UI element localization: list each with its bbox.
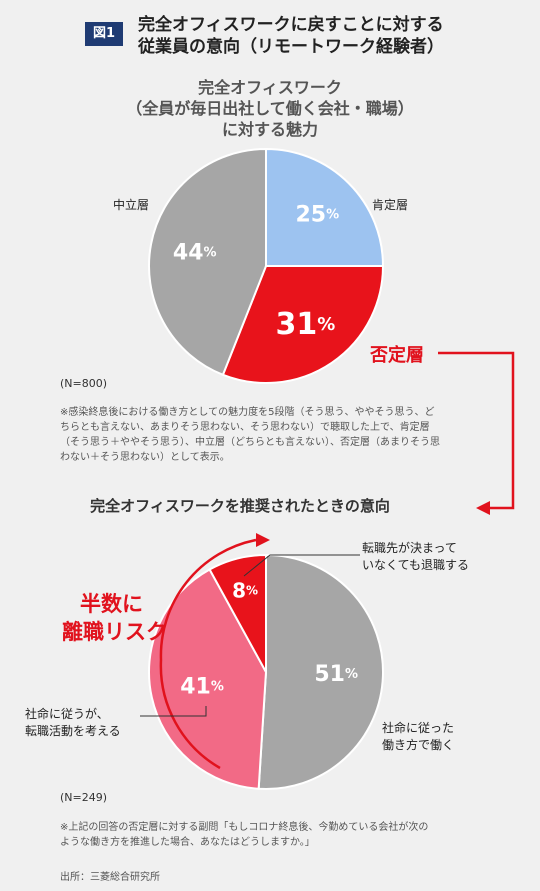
risk-label-line1: 半数に xyxy=(80,592,143,616)
pie-data-label: 25% xyxy=(295,202,339,227)
pie-data-label: 8% xyxy=(232,578,258,602)
pie2-label-jobhunt-line1: 社命に従うが、 xyxy=(25,707,109,721)
pie-slice xyxy=(265,147,385,267)
pie2-label-resign-line1: 転職先が決まって xyxy=(362,541,457,555)
risk-arc-arrow xyxy=(159,538,257,661)
note-2: ※上記の回答の否定層に対する副問「もしコロナ終息後、今勤めている会社が次の よう… xyxy=(60,820,500,850)
pie1-label-neutral: 中立層 xyxy=(113,198,150,212)
pie-slice xyxy=(257,553,384,790)
pie-chart-1: 25% 31% 44% xyxy=(148,147,385,384)
pie2-label-follow-line1: 社命に従った xyxy=(382,721,455,735)
pie2-label-follow: 社命に従った 働き方で働く xyxy=(382,720,454,754)
pie1-sample-size: (N=800) xyxy=(60,377,108,390)
pie-data-label: 51% xyxy=(314,662,358,687)
pie2-label-follow-line2: 働き方で働く xyxy=(382,738,455,752)
note-1: ※感染終息後における働き方としての魅力度を5段階（そう思う、ややそう思う、ど ち… xyxy=(60,405,500,465)
page-title-line2: 従業員の意向（リモートワーク経験者） xyxy=(138,37,444,57)
note-2-line2: ような働き方を推進した場合、あなたはどうしますか。」 xyxy=(60,837,315,848)
chart1-title-line1: 完全オフィスワーク xyxy=(198,78,342,97)
source-credit: 出所：三菱総合研究所 xyxy=(60,872,160,883)
pie2-sample-size: (N=249) xyxy=(60,791,108,804)
note-1-line4: わない＋そう思わない）として表示。 xyxy=(60,452,230,463)
pie-data-label: 41% xyxy=(180,674,224,699)
pie1-callout-negative: 否定層 xyxy=(370,345,424,366)
pie2-label-jobhunt-line2: 転職活動を考える xyxy=(25,724,121,738)
note-1-line2: ちらとも言えない、あまりそう思わない、そう思わない）で聴取した上で、肯定層 xyxy=(60,422,430,433)
risk-arc-tail xyxy=(159,659,221,770)
pie-slice xyxy=(208,553,267,673)
leader-line-resign xyxy=(243,554,360,577)
pie2-label-resign-line2: いなくても退職する xyxy=(362,558,470,572)
chart1-title: 完全オフィスワーク （全員が毎日出社して働く会社・職場） に対する魅力 xyxy=(70,77,470,140)
page-title-line1: 完全オフィスワークに戻すことに対する xyxy=(138,15,444,35)
note-1-line1: ※感染終息後における働き方としての魅力度を5段階（そう思う、ややそう思う、ど xyxy=(60,407,435,418)
risk-label: 半数に 離職リスク xyxy=(62,590,167,646)
risk-arc-arrowhead xyxy=(256,533,270,547)
note-1-line3: （そう思う＋ややそう思う）、中立層（どちらとも言えない）、否定層（あまりそう思 xyxy=(60,437,440,448)
page-title: 完全オフィスワークに戻すことに対する 従業員の意向（リモートワーク経験者） xyxy=(138,14,478,58)
risk-label-line2: 離職リスク xyxy=(62,620,167,644)
chart2-title: 完全オフィスワークを推奨されたときの意向 xyxy=(90,497,390,515)
pie-slice xyxy=(148,147,267,377)
pie-data-label: 31% xyxy=(276,307,336,342)
chart1-title-line2: （全員が毎日出社して働く会社・職場） xyxy=(126,99,414,118)
connector-arrow xyxy=(438,351,515,510)
connector-arrowhead xyxy=(476,501,490,515)
pie2-label-resign: 転職先が決まって いなくても退職する xyxy=(362,540,469,574)
pie1-label-positive: 肯定層 xyxy=(372,198,409,212)
leader-line-jobhunt xyxy=(140,706,207,717)
note-2-line1: ※上記の回答の否定層に対する副問「もしコロナ終息後、今勤めている会社が次の xyxy=(60,822,429,833)
pie-chart-2: 51% 41% 8% xyxy=(148,553,384,790)
chart1-title-line3: に対する魅力 xyxy=(221,120,318,139)
figure-label: 図1 xyxy=(85,22,123,46)
pie2-label-jobhunt: 社命に従うが、 転職活動を考える xyxy=(25,706,121,740)
pie-data-label: 44% xyxy=(173,240,217,265)
pie-slice xyxy=(221,265,385,384)
